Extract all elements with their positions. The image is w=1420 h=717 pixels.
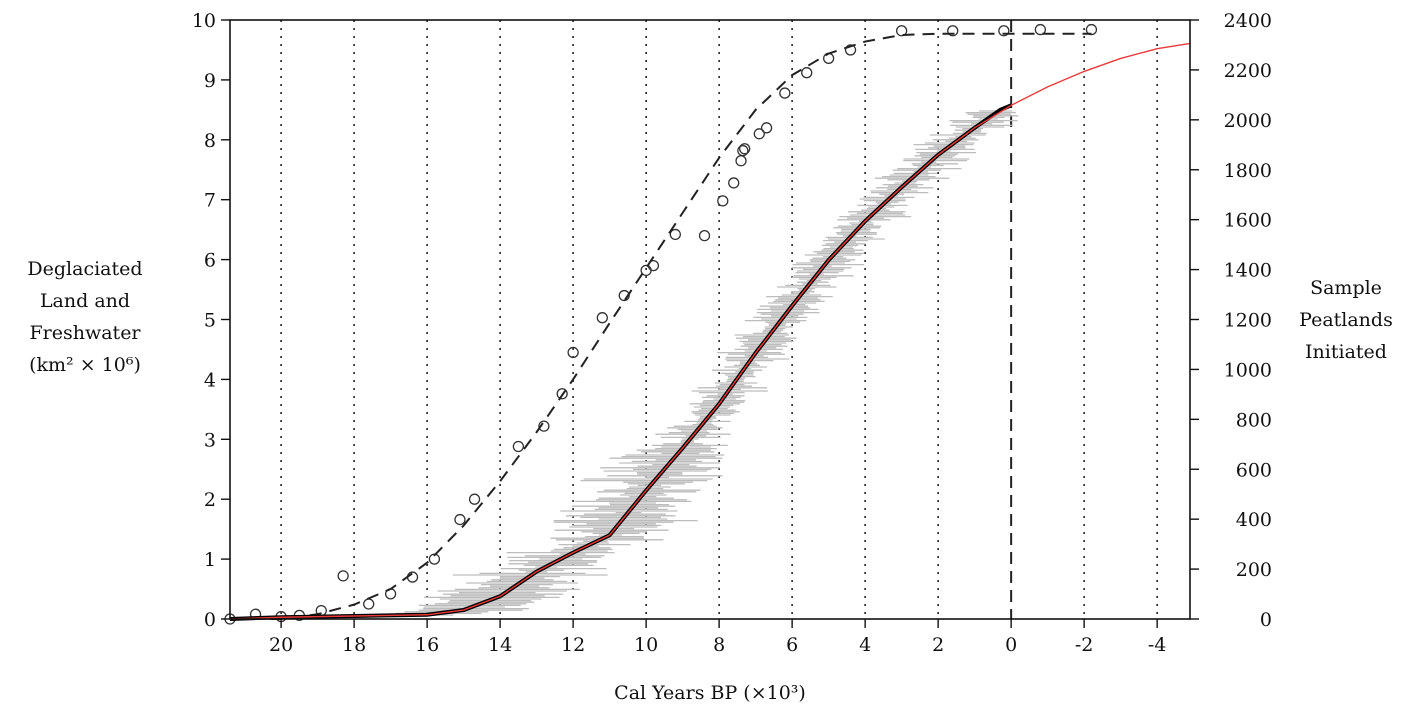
y-left-tick-label: 3 [204, 429, 216, 451]
y-right-tick-label: 2400 [1224, 10, 1272, 32]
x-tick-label: -4 [1148, 634, 1167, 656]
y-left-tick-label: 5 [204, 310, 216, 332]
x-tick-label: 18 [342, 634, 366, 656]
x-tick-label: 2 [932, 634, 944, 656]
data-point [596, 312, 608, 324]
x-tick-label: 14 [488, 634, 512, 656]
y-left-tick-label: 2 [204, 489, 216, 511]
data-point [717, 195, 729, 207]
y-right-tick-label: 1800 [1224, 160, 1272, 182]
data-point [567, 346, 579, 359]
data-point [735, 155, 747, 167]
data-point [753, 128, 765, 140]
data-point [822, 52, 835, 64]
data-point [618, 289, 630, 302]
series-layer [224, 23, 1191, 625]
data-point [538, 420, 550, 432]
peatland-curve [229, 103, 1012, 621]
y-left-tick-label: 4 [204, 369, 216, 391]
fitted-red-curve [229, 42, 1191, 620]
y-left-tick-label: 9 [204, 70, 216, 92]
y-right-tick-label: 400 [1236, 509, 1272, 531]
y-left-tick-label: 0 [204, 609, 216, 631]
tick-layer: 20 18 16 14 12 10 8 6 4 2 0 -2 -40123456789100200400… [192, 10, 1272, 656]
data-point [895, 25, 908, 37]
data-point [468, 493, 481, 505]
plot-frame [229, 19, 1191, 620]
y-axis-label-right: Sample Peatlands Initiated [1292, 272, 1400, 368]
y-right-tick-label: 1600 [1224, 210, 1272, 232]
data-point [1034, 23, 1046, 36]
x-tick-label: 6 [786, 634, 798, 656]
data-point [844, 44, 857, 56]
y-axis-label-right-line: Peatlands [1299, 309, 1393, 331]
x-tick-label: 4 [859, 634, 871, 656]
y-right-tick-label: 200 [1236, 559, 1272, 581]
y-axis-label-left-line: Deglaciated [27, 258, 143, 280]
data-point [947, 25, 959, 37]
y-right-tick-label: 800 [1236, 409, 1272, 431]
data-point [669, 228, 681, 241]
x-tick-label: 12 [561, 634, 585, 656]
x-tick-label: -2 [1075, 634, 1094, 656]
x-tick-label: 8 [713, 634, 725, 656]
x-tick-label: 0 [1005, 634, 1017, 656]
data-point [512, 440, 525, 453]
y-axis-label-left-line: Freshwater [29, 322, 141, 344]
data-point [454, 513, 466, 526]
y-left-tick-label: 1 [204, 549, 216, 571]
y-right-tick-label: 2200 [1224, 60, 1272, 82]
y-left-tick-label: 10 [192, 10, 216, 32]
y-right-tick-label: 1000 [1224, 359, 1272, 381]
y-right-tick-label: 600 [1236, 459, 1272, 481]
data-point [556, 388, 568, 400]
y-left-tick-label: 6 [204, 250, 216, 272]
dashed-curve [230, 32, 1092, 620]
data-point [728, 177, 740, 189]
data-point [737, 144, 749, 157]
plot-border [229, 19, 1191, 620]
data-point [363, 598, 375, 610]
data-point [739, 143, 751, 155]
y-axis-label-left-line: Land and [39, 290, 131, 312]
y-axis-label-right-line: Sample [1310, 277, 1382, 299]
data-point [801, 67, 813, 79]
x-axis-label: Cal Years BP (×10³) [614, 682, 806, 704]
data-point [337, 570, 349, 582]
y-left-tick-label: 7 [204, 190, 216, 212]
y-left-tick-label: 8 [204, 130, 216, 152]
y-right-tick-label: 1400 [1224, 260, 1272, 282]
x-tick-label: 20 [269, 634, 293, 656]
vertical-grid [280, 20, 1158, 619]
data-point [760, 122, 773, 134]
x-tick-label: 10 [634, 634, 658, 656]
data-point [998, 25, 1010, 37]
y-axis-label-left: Deglaciated Land and Freshwater (km² × 1… [0, 253, 170, 381]
data-point [406, 571, 419, 583]
data-point [779, 87, 791, 99]
y-right-tick-label: 2000 [1224, 110, 1272, 132]
x-tick-label: 16 [415, 634, 439, 656]
y-axis-label-right-line: Initiated [1305, 341, 1387, 363]
error-bars [356, 110, 1019, 616]
data-point [698, 229, 711, 242]
y-axis-label-left-line: (km² × 10⁶) [29, 354, 141, 376]
y-right-tick-label: 1200 [1224, 310, 1272, 332]
y-right-tick-label: 0 [1260, 609, 1272, 631]
